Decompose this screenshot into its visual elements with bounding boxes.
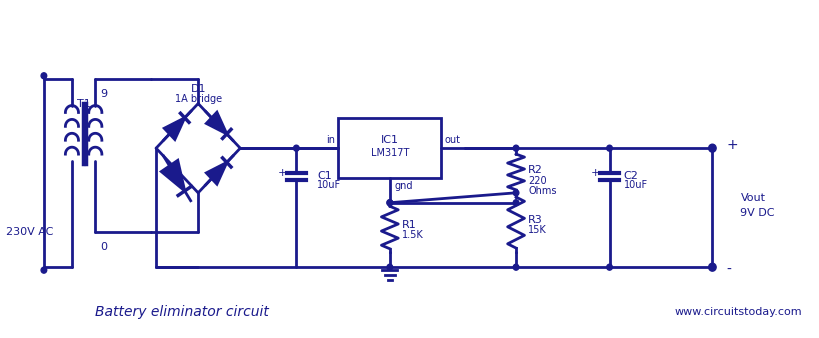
Text: Vout: Vout <box>740 193 764 203</box>
Circle shape <box>41 73 47 79</box>
Text: www.circuitstoday.com: www.circuitstoday.com <box>674 307 802 317</box>
Text: LM317T: LM317T <box>370 148 409 158</box>
Text: 230V AC: 230V AC <box>7 227 53 238</box>
Circle shape <box>708 144 715 152</box>
Text: -: - <box>726 263 731 277</box>
Text: 9V DC: 9V DC <box>740 208 774 218</box>
Text: 1.5K: 1.5K <box>401 231 423 240</box>
Circle shape <box>708 263 715 271</box>
Circle shape <box>513 190 518 196</box>
Text: +: + <box>726 138 737 152</box>
Circle shape <box>293 145 299 151</box>
Polygon shape <box>206 163 227 184</box>
Text: R1: R1 <box>401 220 416 230</box>
Text: C1: C1 <box>316 171 331 181</box>
Text: 9: 9 <box>100 89 107 99</box>
Circle shape <box>387 200 392 206</box>
Circle shape <box>41 267 47 273</box>
Circle shape <box>513 145 518 151</box>
Text: 0: 0 <box>100 242 106 252</box>
Text: 220: 220 <box>527 176 546 186</box>
Circle shape <box>387 264 392 270</box>
Text: +: + <box>278 168 287 178</box>
Polygon shape <box>164 118 184 140</box>
Circle shape <box>387 200 392 206</box>
Text: in: in <box>326 135 335 145</box>
Polygon shape <box>161 160 184 191</box>
Text: D1: D1 <box>190 84 206 94</box>
Text: 10uF: 10uF <box>622 180 647 190</box>
Text: 1A bridge: 1A bridge <box>174 94 221 103</box>
Text: R2: R2 <box>527 166 542 175</box>
Circle shape <box>606 145 612 151</box>
Text: gnd: gnd <box>394 181 413 191</box>
Circle shape <box>513 264 518 270</box>
Text: Ohms: Ohms <box>527 186 556 196</box>
Text: 10uF: 10uF <box>316 180 341 190</box>
Bar <box>338 118 441 178</box>
Circle shape <box>513 200 518 206</box>
Text: R3: R3 <box>527 215 542 224</box>
Text: IC1: IC1 <box>380 135 398 145</box>
Text: C2: C2 <box>622 171 638 181</box>
Polygon shape <box>206 112 227 134</box>
Text: out: out <box>444 135 459 145</box>
Text: +: + <box>590 168 600 178</box>
Text: Battery eliminator circuit: Battery eliminator circuit <box>95 305 269 319</box>
Text: T1: T1 <box>77 99 91 108</box>
Text: 15K: 15K <box>527 225 546 236</box>
Circle shape <box>606 264 612 270</box>
